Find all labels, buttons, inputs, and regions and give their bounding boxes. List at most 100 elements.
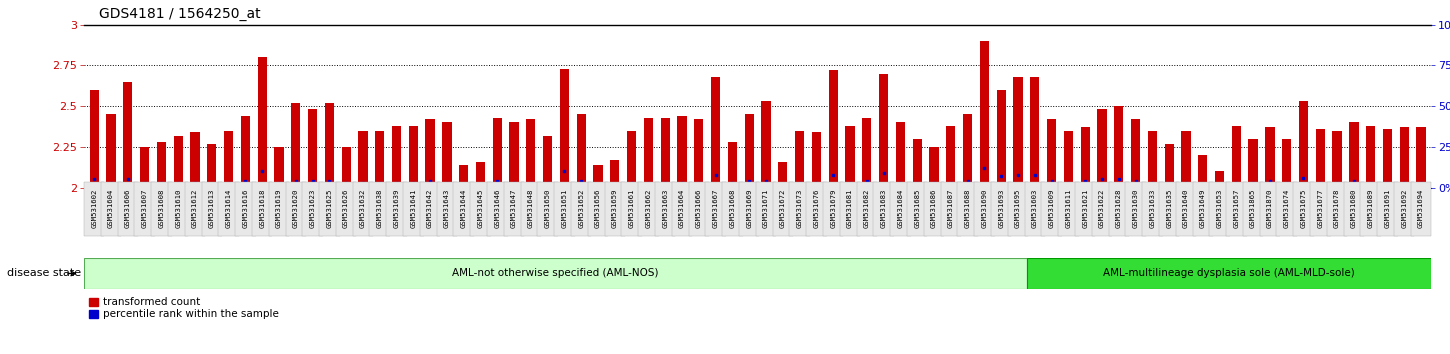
Bar — [996, 90, 1006, 188]
Text: GSM531643: GSM531643 — [444, 189, 450, 228]
Text: GSM531651: GSM531651 — [561, 189, 567, 228]
Text: GSM531672: GSM531672 — [780, 189, 786, 228]
Bar — [1282, 139, 1292, 188]
Text: GSM531684: GSM531684 — [898, 189, 903, 228]
Bar — [1231, 126, 1241, 188]
Text: GSM531638: GSM531638 — [377, 189, 383, 228]
Text: GSM531641: GSM531641 — [410, 189, 416, 228]
Bar — [1383, 129, 1392, 188]
Bar — [745, 114, 754, 188]
Text: GSM531640: GSM531640 — [1183, 189, 1189, 228]
Bar — [1315, 129, 1325, 188]
Text: GSM531677: GSM531677 — [1317, 189, 1324, 228]
Bar — [795, 131, 805, 188]
Text: GSM531623: GSM531623 — [309, 189, 316, 228]
Text: GSM531639: GSM531639 — [393, 189, 400, 228]
Text: GSM531662: GSM531662 — [645, 189, 651, 228]
Bar — [291, 103, 300, 188]
Text: GSM531675: GSM531675 — [1301, 189, 1306, 228]
Bar — [1098, 109, 1106, 188]
Text: GSM531622: GSM531622 — [1099, 189, 1105, 228]
Bar — [90, 90, 99, 188]
Text: disease state: disease state — [7, 268, 81, 279]
Text: GSM531614: GSM531614 — [226, 189, 232, 228]
Bar — [1030, 77, 1040, 188]
Text: GSM531606: GSM531606 — [125, 189, 130, 228]
Text: GSM531666: GSM531666 — [696, 189, 702, 228]
Bar — [728, 142, 737, 188]
Text: GSM531649: GSM531649 — [1199, 189, 1206, 228]
Bar — [1131, 119, 1140, 188]
Bar — [442, 122, 451, 188]
Text: GSM531687: GSM531687 — [948, 189, 954, 228]
Bar — [157, 142, 165, 188]
Bar — [476, 161, 486, 188]
Bar — [1417, 127, 1425, 188]
Text: GDS4181 / 1564250_at: GDS4181 / 1564250_at — [99, 7, 260, 21]
Bar — [141, 147, 149, 188]
Bar — [779, 161, 787, 188]
Bar — [761, 101, 770, 188]
Bar — [1350, 122, 1359, 188]
Text: GSM531625: GSM531625 — [326, 189, 332, 228]
Text: GSM531604: GSM531604 — [107, 189, 115, 228]
Text: GSM531685: GSM531685 — [914, 189, 921, 228]
Text: GSM531669: GSM531669 — [747, 189, 753, 228]
Text: GSM531628: GSM531628 — [1115, 189, 1122, 228]
Text: GSM531612: GSM531612 — [191, 189, 199, 228]
Text: GSM531683: GSM531683 — [880, 189, 886, 228]
Text: GSM531632: GSM531632 — [360, 189, 365, 228]
Bar — [828, 70, 838, 188]
Bar — [593, 165, 603, 188]
Text: GSM531681: GSM531681 — [847, 189, 853, 228]
Bar — [661, 118, 670, 188]
Bar — [695, 119, 703, 188]
Text: GSM531603: GSM531603 — [1032, 189, 1038, 228]
Text: GSM531695: GSM531695 — [1015, 189, 1021, 228]
Bar — [912, 139, 922, 188]
Text: GSM531646: GSM531646 — [494, 189, 500, 228]
Text: GSM531644: GSM531644 — [461, 189, 467, 228]
Bar — [1399, 127, 1409, 188]
Text: GSM531679: GSM531679 — [831, 189, 837, 228]
Bar — [241, 116, 249, 188]
Bar — [577, 114, 586, 188]
Text: GSM531620: GSM531620 — [293, 189, 299, 228]
Text: GSM531616: GSM531616 — [242, 189, 248, 228]
Bar — [1027, 258, 1431, 289]
Text: GSM531668: GSM531668 — [729, 189, 735, 228]
Bar — [358, 131, 367, 188]
Text: GSM531680: GSM531680 — [1351, 189, 1357, 228]
Bar — [929, 147, 938, 188]
Bar — [392, 126, 402, 188]
Bar — [1064, 131, 1073, 188]
Bar — [1299, 101, 1308, 188]
Text: GSM531671: GSM531671 — [763, 189, 768, 228]
Bar — [1164, 144, 1173, 188]
Text: AML-not otherwise specified (AML-NOS): AML-not otherwise specified (AML-NOS) — [452, 268, 658, 279]
Text: GSM531667: GSM531667 — [712, 189, 719, 228]
Bar — [460, 165, 468, 188]
Text: GSM531678: GSM531678 — [1334, 189, 1340, 228]
Bar — [1182, 131, 1190, 188]
Text: GSM531691: GSM531691 — [1385, 189, 1391, 228]
Text: GSM531633: GSM531633 — [1150, 189, 1156, 228]
Text: GSM531642: GSM531642 — [428, 189, 434, 228]
Bar — [526, 119, 535, 188]
Bar — [190, 132, 200, 188]
Text: GSM531650: GSM531650 — [545, 189, 551, 228]
Bar — [1014, 77, 1022, 188]
Bar — [123, 82, 132, 188]
Bar — [812, 132, 821, 188]
Bar — [223, 131, 233, 188]
Bar — [274, 147, 284, 188]
Text: GSM531865: GSM531865 — [1250, 189, 1256, 228]
Text: GSM531693: GSM531693 — [998, 189, 1005, 228]
Text: GSM531648: GSM531648 — [528, 189, 534, 228]
Text: GSM531608: GSM531608 — [158, 189, 164, 228]
Bar — [1148, 131, 1157, 188]
Text: AML-multilineage dysplasia sole (AML-MLD-sole): AML-multilineage dysplasia sole (AML-MLD… — [1103, 268, 1354, 279]
Text: GSM531611: GSM531611 — [1066, 189, 1072, 228]
Bar — [493, 118, 502, 188]
Text: GSM531652: GSM531652 — [579, 189, 584, 228]
